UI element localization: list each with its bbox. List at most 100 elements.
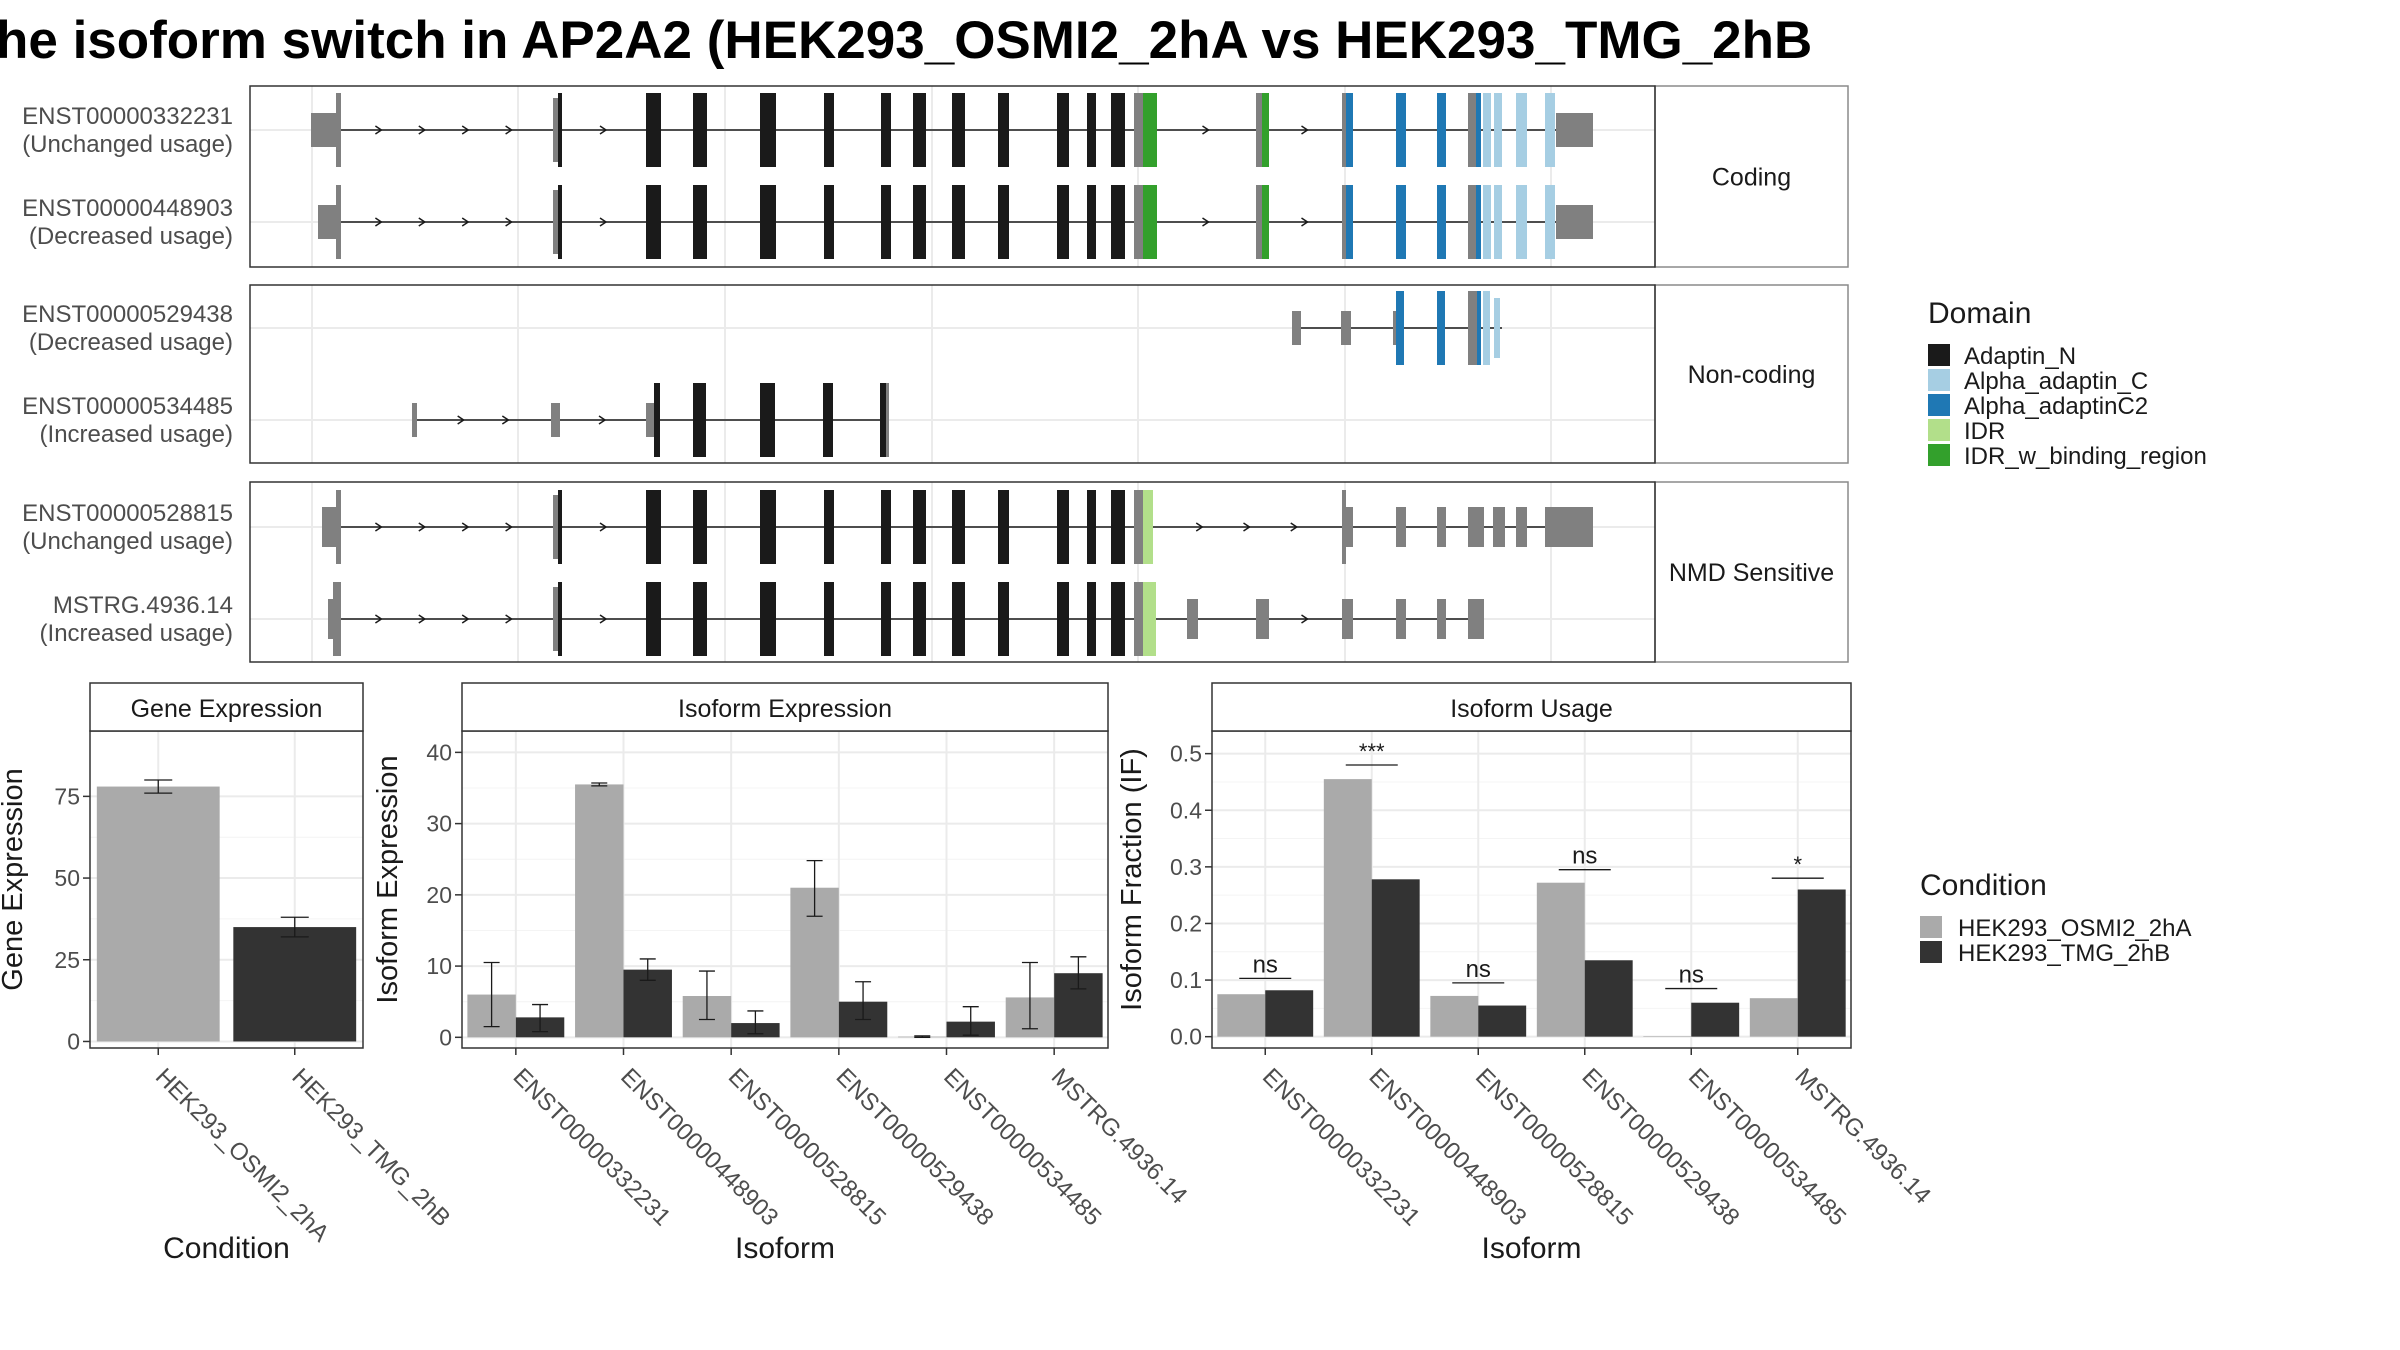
exon (1393, 311, 1396, 345)
exon (760, 383, 775, 457)
exon (558, 490, 562, 564)
exon (1057, 93, 1069, 167)
exon (693, 185, 707, 259)
exon (1396, 599, 1406, 639)
exon (1087, 93, 1096, 167)
chart-strip (89, 682, 364, 732)
transcript-id-label: ENST00000528815 (22, 500, 233, 527)
intron-arrow (1290, 522, 1299, 532)
legend-condition-swatch (1920, 941, 1942, 963)
exon (1468, 507, 1484, 547)
exon (1346, 93, 1353, 167)
intron-arrow (505, 217, 513, 227)
exon (1134, 490, 1143, 564)
intron-arrow (599, 614, 608, 624)
intron-arrow (1301, 125, 1309, 135)
exon (553, 495, 558, 559)
y-tick-label: 10 (426, 953, 452, 979)
y-tick-label: 50 (54, 865, 80, 891)
exon (1342, 93, 1346, 167)
exon (1468, 93, 1476, 167)
y-axis-label: Gene Expression (0, 768, 29, 990)
exon (1437, 291, 1445, 365)
y-tick-label: 0.3 (1170, 854, 1202, 880)
intron-arrow (461, 217, 470, 227)
bar (1536, 882, 1585, 1037)
intron-arrow (1202, 125, 1210, 135)
structure-panel-border (249, 481, 1656, 663)
legend-domain-swatch (1928, 394, 1950, 416)
intron-arrow (599, 522, 608, 532)
intron-arrow (599, 217, 608, 227)
bar (1749, 998, 1798, 1037)
transcript-id-label: ENST00000534485 (22, 393, 233, 420)
intron-arrow (418, 125, 427, 135)
exon (1483, 93, 1491, 167)
exon (1143, 490, 1153, 564)
exon (1111, 490, 1125, 564)
exon (1494, 298, 1500, 358)
exon (553, 98, 558, 162)
exon (1111, 185, 1125, 259)
exon (336, 490, 341, 564)
exon (1437, 599, 1446, 639)
exon (646, 403, 654, 437)
bar (1265, 990, 1314, 1037)
transcript-usage-label: (Unchanged usage) (22, 528, 233, 555)
transcript-usage-label: (Increased usage) (40, 421, 233, 448)
exon (880, 383, 886, 457)
y-tick-label: 25 (54, 947, 80, 973)
exon (913, 185, 926, 259)
legend-condition-label: HEK293_TMG_2hB (1958, 940, 2170, 967)
exon (1468, 291, 1477, 365)
exon (881, 582, 891, 656)
exon (952, 93, 965, 167)
exon (1396, 507, 1406, 547)
chart-strip (1211, 682, 1852, 732)
exon (336, 185, 341, 259)
exon (1437, 507, 1446, 547)
exon (1476, 185, 1481, 259)
exon (693, 490, 707, 564)
exon (1057, 490, 1069, 564)
transcript-id-label: ENST00000332231 (22, 103, 233, 130)
exon (824, 93, 834, 167)
facet-strip-label: Coding (1712, 164, 1791, 192)
legend-domain-swatch (1928, 444, 1950, 466)
exon (646, 490, 661, 564)
exon (881, 490, 891, 564)
exon (1111, 582, 1125, 656)
chart-title: Isoform Expression (678, 695, 892, 723)
exon (1187, 599, 1198, 639)
bar (1217, 994, 1266, 1037)
exon (1516, 185, 1527, 259)
exon (952, 582, 965, 656)
exon (1057, 185, 1069, 259)
exon (913, 582, 926, 656)
exon (1494, 93, 1502, 167)
exon (1396, 185, 1406, 259)
legend-domain-label: IDR (1964, 418, 2005, 445)
bar (96, 786, 220, 1042)
utr-exon (1548, 507, 1593, 547)
significance-label: ns (1466, 956, 1491, 983)
y-tick-label: 0.4 (1170, 797, 1202, 823)
bar (1584, 960, 1633, 1037)
intron-arrow (461, 125, 470, 135)
x-axis-label: Condition (163, 1232, 290, 1265)
exon (646, 185, 661, 259)
y-tick-label: 0.0 (1170, 1024, 1202, 1050)
utr-exon (328, 599, 337, 639)
intron-arrow (501, 415, 510, 425)
intron-arrow (418, 522, 427, 532)
utr-exon (322, 507, 337, 547)
legend-domain-label: Alpha_adaptinC2 (1964, 393, 2148, 420)
intron-arrow (418, 614, 427, 624)
y-axis-label: Isoform Fraction (IF) (1116, 748, 1148, 1011)
facet-strip (1654, 85, 1849, 268)
intron-arrow (374, 614, 383, 624)
bar (1323, 779, 1372, 1037)
exon (1437, 185, 1446, 259)
chart-panel-bg (462, 731, 1108, 1048)
exon (824, 490, 834, 564)
